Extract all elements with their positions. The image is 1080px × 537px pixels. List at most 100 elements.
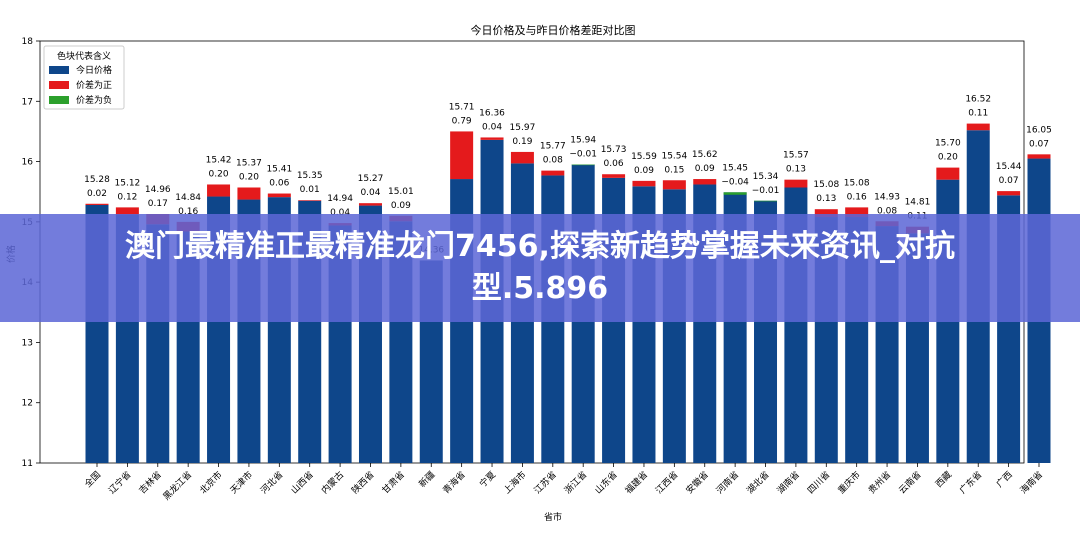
headline-banner: 澳门最精准正最精准龙门7456,探索新趋势掌握未来资讯_对抗型.5.896	[0, 214, 1080, 322]
y-tick-label: 16	[22, 158, 34, 168]
price-value-label: 14.84	[175, 193, 201, 203]
bar-diff-positive	[207, 184, 231, 197]
price-value-label: 15.08	[813, 180, 839, 190]
price-value-label: 16.52	[965, 95, 991, 105]
price-value-label: 15.97	[510, 123, 536, 133]
diff-value-label: 0.09	[391, 201, 411, 211]
diff-value-label: 0.08	[543, 156, 563, 166]
x-tick-label: 天津市	[227, 469, 255, 497]
diff-value-label: 0.12	[117, 192, 137, 202]
diff-value-label: 0.04	[330, 208, 350, 218]
diff-value-label: 0.04	[360, 188, 380, 198]
legend-title: 色块代表含义	[57, 50, 111, 62]
legend-swatch-negative	[49, 96, 69, 104]
x-tick-label: 全国	[82, 469, 103, 490]
bar-diff-positive	[480, 137, 504, 140]
x-tick-label: 广西	[994, 469, 1015, 490]
bar-diff-positive	[450, 131, 474, 180]
diff-value-label: 0.17	[148, 199, 168, 209]
diff-value-label: 0.07	[1029, 139, 1049, 149]
y-tick-label: 17	[22, 97, 33, 107]
price-value-label: 15.12	[115, 178, 141, 188]
x-tick-label: 云南省	[896, 469, 924, 497]
price-value-label: 15.59	[631, 152, 657, 162]
bar-diff-positive	[784, 179, 808, 188]
price-value-label: 15.54	[661, 151, 687, 161]
price-value-label: 15.41	[266, 165, 292, 175]
x-tick-label: 浙江省	[562, 469, 590, 497]
bar-diff-negative	[723, 192, 747, 195]
legend-swatch-today	[49, 66, 69, 74]
price-value-label: 15.62	[692, 150, 718, 160]
chart-legend: 色块代表含义 今日价格 价差为正 价差为负	[43, 45, 125, 110]
price-value-label: 15.94	[570, 136, 596, 146]
diff-value-label: 0.13	[816, 194, 836, 204]
headline-text: 澳门最精准正最精准龙门7456,探索新趋势掌握未来资讯_对抗型.5.896	[125, 229, 955, 306]
x-tick-label: 海南省	[1018, 469, 1046, 497]
bar-diff-positive	[602, 174, 626, 178]
price-value-label: 15.27	[358, 174, 384, 184]
diff-value-label: 0.06	[604, 159, 624, 169]
x-tick-label: 重庆市	[835, 469, 863, 497]
diff-value-label: 0.09	[695, 164, 715, 174]
x-tick-label: 上海市	[501, 469, 529, 497]
bar-diff-positive	[814, 209, 838, 218]
x-tick-label: 湖北省	[744, 469, 772, 497]
bar-diff-negative	[571, 164, 595, 166]
price-value-label: 15.35	[297, 171, 323, 181]
bar-diff-positive	[662, 180, 686, 190]
price-value-label: 15.42	[206, 155, 232, 165]
x-tick-label: 青海省	[440, 469, 468, 497]
price-value-label: 15.77	[540, 142, 566, 152]
diff-value-label: 0.04	[482, 122, 502, 132]
x-tick-label: 北京市	[197, 469, 225, 497]
price-value-label: 15.08	[844, 178, 870, 188]
diff-value-label: 0.19	[512, 137, 532, 147]
x-tick-label: 河北省	[258, 469, 286, 497]
price-value-label: 15.34	[753, 172, 779, 182]
bar-diff-positive	[541, 170, 565, 176]
legend-label-negative: 价差为负	[76, 94, 112, 106]
chart-title: 今日价格及与昨日价格差距对比图	[471, 23, 636, 37]
bar-diff-positive	[997, 191, 1021, 196]
diff-value-label: 0.20	[938, 153, 958, 163]
bar-diff-positive	[1027, 154, 1051, 159]
diff-value-label: 0.07	[999, 176, 1019, 186]
x-tick-label: 新疆	[416, 469, 437, 490]
diff-value-label: 0.16	[178, 207, 198, 217]
y-tick-label: 13	[22, 338, 33, 348]
bar-diff-positive	[298, 200, 322, 201]
x-tick-label: 辽宁省	[106, 469, 134, 497]
price-value-label: 15.28	[84, 175, 110, 185]
diff-value-label: 0.02	[87, 189, 107, 199]
diff-value-label: 0.16	[847, 192, 867, 202]
x-tick-label: 广东省	[957, 469, 985, 497]
diff-value-label: −0.04	[721, 177, 749, 187]
legend-label-today: 今日价格	[76, 64, 112, 76]
price-value-label: 15.71	[449, 102, 475, 112]
x-tick-label: 山西省	[288, 469, 316, 497]
diff-value-label: 0.08	[877, 206, 897, 216]
diff-value-label: −0.01	[752, 186, 780, 196]
x-tick-label: 内蒙古	[319, 469, 347, 497]
price-value-label: 15.45	[722, 163, 748, 173]
diff-value-label: 0.13	[786, 165, 806, 175]
price-value-label: 14.94	[327, 194, 353, 204]
x-tick-label: 湖南省	[774, 469, 802, 497]
diff-value-label: 0.20	[239, 172, 259, 182]
price-value-label: 14.96	[145, 185, 171, 195]
x-tick-label: 吉林省	[136, 469, 164, 497]
x-axis-label: 省市	[544, 511, 562, 523]
price-value-label: 15.01	[388, 187, 414, 197]
diff-value-label: 0.01	[300, 185, 320, 195]
bar-diff-positive	[845, 207, 869, 218]
legend-swatch-positive	[49, 81, 69, 89]
price-value-label: 15.37	[236, 158, 262, 168]
bar-diff-positive	[267, 193, 291, 198]
bar-diff-positive	[358, 203, 382, 206]
bar-diff-positive	[966, 123, 990, 131]
bar-diff-positive	[85, 203, 109, 205]
diff-value-label: 0.20	[209, 169, 229, 179]
x-tick-label: 贵州省	[866, 469, 894, 497]
bar-diff-positive	[632, 180, 656, 187]
